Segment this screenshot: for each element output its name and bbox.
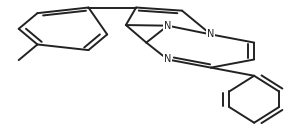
Text: N: N xyxy=(164,21,171,31)
Text: N: N xyxy=(164,54,171,64)
Text: N: N xyxy=(207,29,215,39)
